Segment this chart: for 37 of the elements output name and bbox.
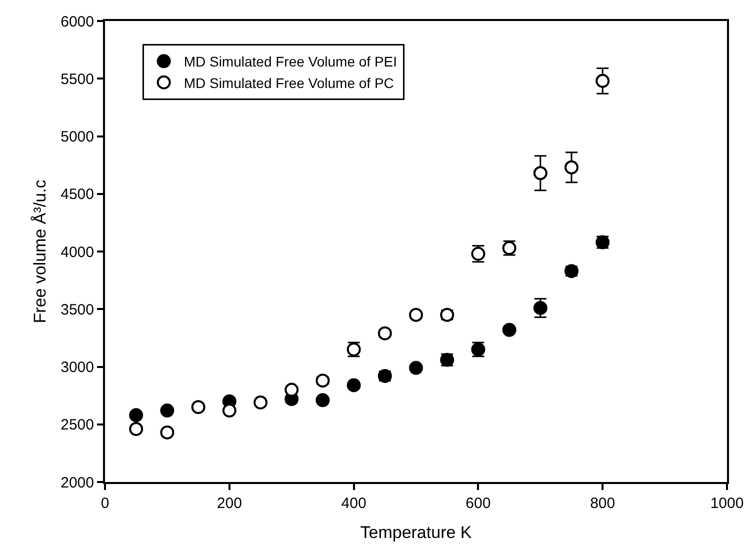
y-tick-label: 2000 [60, 474, 94, 492]
x-tick-label: 600 [466, 495, 491, 512]
y-tick-label: 5500 [60, 70, 94, 88]
point [222, 404, 236, 418]
y-tick-label: 5000 [60, 128, 94, 146]
x-axis-title: Temperature K [360, 522, 472, 542]
y-tick-label: 3500 [60, 301, 94, 318]
point [564, 160, 578, 174]
y-tick-label: 6000 [60, 13, 94, 30]
point [502, 322, 516, 337]
y-tick-label: 2500 [60, 416, 94, 434]
y-tick-label: 4500 [60, 186, 94, 204]
point [129, 408, 144, 422]
point [346, 378, 361, 392]
x-tick-label: 0 [100, 495, 110, 512]
x-tick-label: 200 [216, 495, 242, 512]
y-tick-label: 3000 [60, 359, 94, 376]
legend-label: MD Simulated Free Volume of PEI [184, 54, 398, 70]
point [254, 395, 268, 410]
point [316, 374, 330, 388]
point [160, 404, 174, 418]
point [316, 393, 330, 408]
point [409, 360, 423, 375]
x-tick-label: 1000 [710, 495, 744, 512]
y-axis-title: Free volume Å³/u.c [30, 179, 50, 324]
point [409, 308, 423, 322]
point [533, 166, 548, 180]
point [284, 382, 299, 397]
x-tick-label: 800 [590, 495, 616, 512]
legend-label: MD Simulated Free Volume of PC [184, 74, 394, 91]
y-tick-label: 4000 [60, 244, 94, 261]
point [191, 400, 206, 414]
point [378, 326, 392, 340]
point [160, 425, 174, 440]
x-tick-label: 400 [341, 495, 366, 512]
point [129, 422, 144, 436]
point [596, 74, 610, 88]
